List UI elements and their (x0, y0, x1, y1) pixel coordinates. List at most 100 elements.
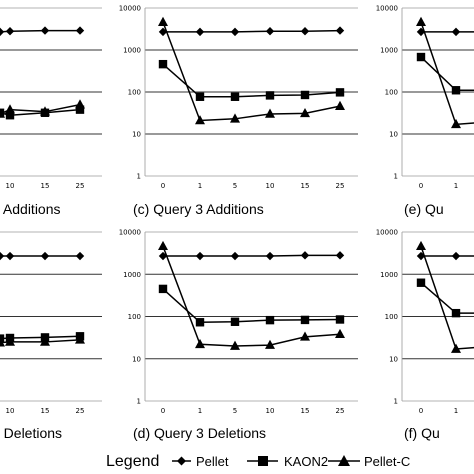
data-point-triangle (195, 338, 205, 349)
x-tick-label: 15 (301, 407, 310, 415)
data-point-diamond (335, 26, 345, 35)
data-point-triangle (75, 334, 85, 344)
data-point-triangle (416, 16, 426, 26)
data-point-square (265, 315, 275, 325)
data-point-diamond (195, 27, 205, 37)
data-point-diamond (230, 27, 240, 37)
series-pellet (0, 251, 85, 261)
y-tick-label: 1 (137, 173, 141, 181)
data-point-triangle (0, 108, 5, 118)
data-point-triangle (40, 336, 50, 346)
panel-caption: (c) Query 3 Additions (133, 201, 264, 217)
data-point-diamond (335, 251, 345, 260)
y-tick-label: 10 (132, 131, 141, 139)
data-point-square (300, 315, 310, 325)
legend-square-marker (258, 456, 268, 466)
y-tick-label: 1000 (380, 271, 398, 279)
legend-triangle-marker (338, 455, 350, 466)
x-tick-label: 0 (161, 407, 165, 415)
y-tick-label: 10 (389, 355, 398, 363)
x-tick-label: 5 (233, 407, 237, 415)
data-point-diamond (300, 251, 310, 260)
panel-caption: 1 Additions (0, 201, 61, 217)
x-tick-label: 25 (76, 182, 85, 190)
chart-panel-right-bottom: 1 10 100 1000 10000 0 1 (f) Qu (376, 229, 474, 441)
data-point-square (451, 308, 461, 318)
data-point-triangle (300, 107, 310, 118)
legend-entry-pellet-c: Pellet-C (328, 454, 410, 469)
x-tick-label: 15 (41, 182, 50, 190)
x-tick-label: 25 (336, 182, 345, 190)
data-point-square (451, 86, 461, 95)
y-tick-label: 100 (385, 89, 398, 97)
data-point-square (265, 91, 275, 100)
data-point-diamond (230, 251, 240, 261)
series-kaon2 (416, 52, 474, 95)
y-tick-label: 10000 (119, 229, 141, 237)
y-tick-label: 10 (389, 131, 398, 139)
y-tick-label: 100 (128, 313, 141, 321)
data-point-triangle (265, 108, 275, 118)
data-point-square (5, 111, 15, 120)
series-pellet-c (0, 99, 85, 118)
series-line (162, 288, 341, 324)
data-point-diamond (40, 251, 50, 261)
series-pellet (158, 26, 345, 37)
y-tick-label: 10000 (376, 229, 398, 237)
x-tick-label: 1 (198, 182, 202, 190)
data-point-diamond (75, 251, 85, 261)
series-pellet-c (158, 16, 345, 125)
data-point-triangle (451, 118, 461, 129)
y-tick-label: 1000 (123, 271, 141, 279)
data-point-triangle (195, 115, 205, 125)
x-tick-label: 25 (76, 407, 85, 415)
data-point-square (195, 92, 205, 101)
data-point-square (416, 278, 426, 287)
data-point-triangle (265, 339, 275, 349)
series-kaon2 (158, 59, 345, 101)
y-tick-label: 10000 (119, 5, 141, 13)
x-tick-label: 0 (419, 182, 423, 190)
data-point-diamond (5, 251, 15, 261)
data-point-triangle (158, 16, 168, 26)
series-pellet-c (0, 334, 85, 347)
series-pellet-c (416, 16, 474, 129)
legend-label-kaon2: KAON2 (284, 454, 328, 469)
series-pellet-c (158, 240, 345, 350)
legend: Legend Pellet KAON2 Pellet-C (106, 453, 410, 470)
x-tick-label: 0 (161, 182, 165, 190)
x-tick-label: 1 (454, 182, 458, 190)
data-point-square (416, 52, 426, 62)
series-line (163, 29, 341, 33)
series-line (162, 63, 341, 98)
series-pellet (0, 26, 85, 37)
x-tick-label: 15 (41, 407, 50, 415)
data-point-square (335, 315, 345, 324)
data-point-triangle (416, 240, 426, 251)
legend-label-pellet: Pellet (196, 454, 229, 469)
data-point-square (0, 334, 5, 343)
y-tick-label: 1 (394, 173, 398, 181)
data-point-triangle (335, 100, 345, 110)
data-point-triangle (335, 328, 345, 339)
data-point-triangle (40, 106, 50, 116)
chart-panel-right-top: 1 10 100 1000 10000 0 1 (e) Qu (376, 5, 474, 217)
data-point-square (335, 88, 345, 97)
y-tick-label: 10000 (376, 5, 398, 13)
data-point-triangle (230, 340, 240, 350)
data-point-triangle (5, 104, 15, 114)
data-point-diamond (451, 27, 461, 37)
x-tick-label: 5 (233, 182, 237, 190)
panel-caption: 1 Deletions (0, 425, 62, 441)
legend-entry-kaon2: KAON2 (247, 454, 328, 469)
legend-label-pellet-c: Pellet-C (364, 454, 410, 469)
chart-panel-left-bottom: 10 15 25 1 Deletions (0, 231, 102, 441)
chart-panel-left-top: 10 15 25 1 Additions (0, 7, 102, 217)
data-point-diamond (5, 27, 15, 36)
y-tick-label: 1000 (380, 47, 398, 55)
data-point-diamond (451, 251, 461, 261)
x-tick-label: 15 (301, 182, 310, 190)
data-point-square (230, 317, 240, 326)
